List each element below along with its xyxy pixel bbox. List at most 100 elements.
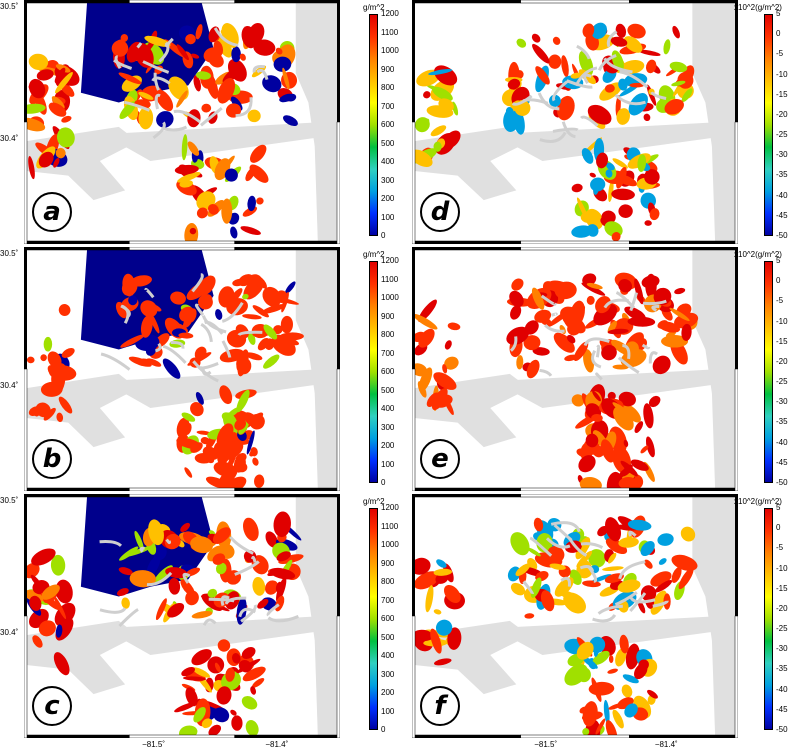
tidal-channel: [238, 607, 257, 618]
marsh-patch: [554, 281, 577, 300]
colorbar-tick-label: 200: [381, 441, 395, 450]
marsh-patch: [624, 703, 638, 718]
marsh-patch: [561, 55, 569, 78]
marsh-patch: [41, 584, 60, 600]
marsh-patch: [38, 620, 56, 637]
tidal-channel: [650, 91, 667, 100]
marsh-patch: [224, 168, 238, 182]
tidal-channel: [114, 55, 122, 69]
map-panel-a: [24, 0, 340, 244]
marsh-patch: [576, 550, 593, 568]
marsh-patch: [618, 78, 628, 91]
marsh-patch: [674, 287, 686, 295]
marsh-patch: [593, 638, 601, 657]
marsh-patch: [595, 718, 606, 735]
marsh-patch: [581, 711, 603, 721]
colorbar-b: [369, 261, 378, 483]
marsh-patch: [612, 158, 628, 169]
tidal-channel: [576, 44, 591, 60]
marsh-patch: [269, 567, 296, 580]
colorbar-tick-label: -5: [776, 543, 784, 553]
marsh-patch: [273, 511, 291, 538]
marsh-patch: [611, 188, 635, 201]
tidal-channel: [595, 372, 603, 381]
colorbar-tick-label: 100: [381, 459, 395, 469]
tidal-channel: [580, 115, 599, 127]
marsh-patch: [243, 412, 259, 428]
colorbar-tick-label: 5: [776, 9, 781, 18]
marsh-patch: [644, 169, 660, 185]
marsh-patch: [581, 282, 606, 296]
marsh-patch: [119, 546, 139, 561]
marsh-patch: [221, 198, 233, 224]
colorbar-tick-label: -30: [776, 644, 788, 654]
marsh-patch: [245, 352, 263, 361]
tidal-channel: [603, 298, 629, 309]
marsh-patch: [120, 334, 145, 348]
marsh-patch: [664, 99, 684, 115]
marsh-patch: [592, 390, 601, 402]
marsh-patch: [435, 619, 453, 636]
colorbar-tick-label: 700: [381, 101, 395, 111]
marsh-patch: [58, 304, 71, 317]
tidal-channel: [162, 125, 188, 132]
tidal-channel: [539, 368, 553, 377]
marsh-patch: [195, 71, 212, 80]
tidal-channel: [648, 351, 659, 364]
marsh-patch: [571, 183, 583, 193]
tidal-channel: [597, 604, 623, 615]
marsh-patch: [589, 172, 596, 178]
marsh-patch: [189, 227, 197, 235]
marsh-patch: [128, 295, 138, 306]
marsh-patch: [145, 344, 156, 356]
marsh-patch: [26, 356, 35, 364]
marsh-patch: [234, 418, 247, 431]
marsh-patch: [118, 567, 133, 576]
marsh-patch: [573, 341, 589, 362]
marsh-patch: [24, 562, 40, 579]
marsh-patch: [181, 134, 188, 161]
colorbar-tick-label: -40: [776, 684, 788, 694]
tidal-channel: [509, 336, 518, 352]
marsh-patch: [649, 208, 660, 221]
colorbar-tick-label: -20: [776, 603, 788, 613]
marsh-patch: [194, 406, 204, 417]
marsh-patch: [212, 707, 230, 723]
tidal-channel: [208, 597, 235, 603]
colorbar-tick-label: 400: [381, 651, 395, 660]
lon-tick-label: −81.5˚: [142, 740, 165, 749]
tidal-channel: [201, 367, 212, 376]
marsh-patch: [601, 344, 617, 361]
marsh-patch: [241, 25, 257, 49]
marsh-patch: [511, 278, 524, 291]
marsh-patch: [28, 406, 41, 416]
tidal-channel: [553, 523, 573, 542]
marsh-patch: [53, 652, 70, 676]
river-channel: [493, 369, 722, 409]
marsh-patch: [192, 667, 210, 678]
marsh-patch: [262, 286, 282, 307]
marsh-patch: [276, 551, 291, 562]
tidal-channel: [511, 94, 533, 106]
colorbar-tick-label: -40: [776, 190, 788, 200]
colorbar-tick-label: -15: [776, 89, 788, 99]
colorbar-tick-label: 700: [381, 348, 395, 358]
marsh-patch: [146, 555, 161, 577]
colorbar-tick-label: 5: [776, 503, 781, 512]
marsh-patch: [176, 90, 188, 108]
tidal-channel: [139, 546, 145, 553]
marsh-patch: [61, 115, 72, 123]
marsh-patch: [56, 412, 64, 423]
marsh-patch: [535, 66, 550, 85]
marsh-patch: [61, 348, 75, 358]
marsh-patch: [418, 118, 430, 130]
tidal-channel: [191, 273, 204, 293]
marsh-patch: [265, 531, 278, 548]
tidal-channel: [136, 42, 143, 49]
marsh-patch: [413, 629, 434, 641]
lon-tick-label: −81.4˚: [265, 740, 289, 749]
marsh-patch: [509, 290, 524, 308]
colorbar-title: g/m^2: [363, 250, 385, 259]
marsh-patch: [236, 389, 250, 413]
marsh-patch: [168, 577, 181, 595]
